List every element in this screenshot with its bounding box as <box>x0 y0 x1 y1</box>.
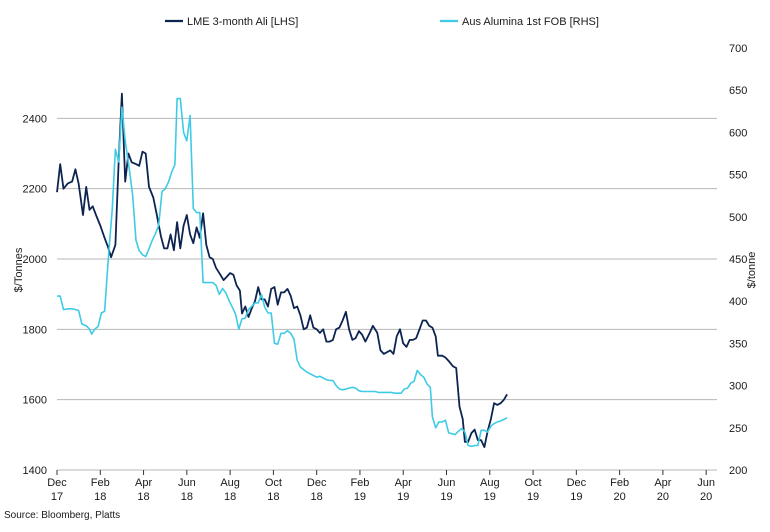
x-tick-year: 18 <box>181 491 193 503</box>
right-tick-label: 550 <box>729 170 747 182</box>
left-tick-label: 1600 <box>23 395 47 407</box>
right-tick-label: 400 <box>729 296 747 308</box>
gridlines <box>57 117 717 471</box>
x-tick-year: 19 <box>484 491 496 503</box>
right-tick-label: 300 <box>729 381 747 393</box>
x-tick-month: Oct <box>525 477 542 489</box>
right-tick-label: 700 <box>729 43 747 55</box>
x-tick-month: Aug <box>480 477 500 489</box>
left-tick-label: 1800 <box>23 324 47 336</box>
series-line-lme <box>56 92 508 449</box>
right-tick-label: 200 <box>729 465 747 477</box>
x-tick-year: 19 <box>570 491 582 503</box>
x-tick-month: Dec <box>567 477 587 489</box>
x-tick-month: Feb <box>350 477 369 489</box>
x-tick-year: 19 <box>397 491 409 503</box>
series-lines <box>56 92 508 449</box>
x-tick-year: 19 <box>440 491 452 503</box>
x-axis: Dec 17 Feb 18 Apr 18 Jun 18 Aug 18 Oct 18 Dec 18 Feb 19… <box>47 470 715 503</box>
legend-label-alumina: Aus Alumina 1st FOB [RHS] <box>462 16 599 28</box>
x-tick-year: 18 <box>311 491 323 503</box>
x-tick-month: Dec <box>307 477 327 489</box>
right-tick-label: 600 <box>729 127 747 139</box>
x-tick-month: Jun <box>438 477 456 489</box>
x-tick-month: Apr <box>395 477 412 489</box>
x-tick-year: 18 <box>267 491 279 503</box>
legend-label-lme: LME 3-month Ali [LHS] <box>187 16 298 28</box>
left-axis: 1400 1600 1800 2000 2200 2400 <box>23 113 47 477</box>
right-tick-label: 650 <box>729 85 747 97</box>
x-tick-month: Jun <box>697 477 715 489</box>
x-tick-year: 19 <box>527 491 539 503</box>
x-tick-month: Feb <box>91 477 110 489</box>
x-tick-month: Aug <box>220 477 240 489</box>
right-tick-label: 250 <box>729 423 747 435</box>
source-note: Source: Bloomberg, Platts <box>4 510 121 521</box>
x-tick-month: Apr <box>135 477 152 489</box>
legend: LME 3-month Ali [LHS] Aus Alumina 1st FO… <box>165 16 599 28</box>
x-tick-year: 17 <box>51 491 63 503</box>
x-tick-year: 20 <box>613 491 625 503</box>
left-tick-label: 2200 <box>23 184 47 196</box>
x-tick-month: Jun <box>178 477 196 489</box>
right-tick-label: 450 <box>729 254 747 266</box>
x-tick-month: Apr <box>654 477 671 489</box>
x-tick-year: 20 <box>657 491 669 503</box>
right-tick-label: 500 <box>729 212 747 224</box>
x-tick-month: Feb <box>610 477 629 489</box>
x-tick-year: 18 <box>224 491 236 503</box>
right-axis-title: $/tonne <box>746 252 758 289</box>
x-tick-year: 18 <box>137 491 149 503</box>
left-tick-label: 2400 <box>23 113 47 125</box>
series-line-alumina <box>57 97 508 448</box>
x-tick-year: 20 <box>700 491 712 503</box>
left-tick-label: 1400 <box>23 465 47 477</box>
right-tick-label: 350 <box>729 338 747 350</box>
left-axis-title: $/Tonnes <box>13 247 25 292</box>
x-tick-year: 18 <box>94 491 106 503</box>
x-tick-year: 19 <box>354 491 366 503</box>
left-tick-label: 2000 <box>23 254 47 266</box>
x-tick-month: Dec <box>47 477 67 489</box>
x-tick-month: Oct <box>265 477 282 489</box>
right-axis: 200 250 300 350 400 450 500 550 600 650 700 <box>729 43 747 477</box>
